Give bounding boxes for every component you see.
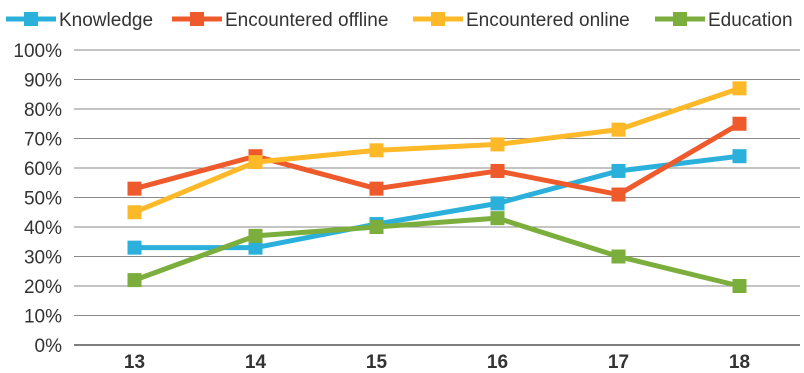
- y-tick-label: 100%: [13, 41, 62, 62]
- series-line-knowledge: [134, 153, 740, 251]
- data-point-education: [248, 228, 263, 243]
- data-point-encountered-offline: [127, 181, 142, 196]
- data-point-knowledge: [732, 149, 747, 164]
- legend-swatch-marker: [673, 12, 687, 26]
- y-tick-label: 10%: [24, 307, 62, 328]
- legend-item: Encountered offline: [172, 10, 388, 31]
- x-tick-label: 14: [245, 352, 267, 373]
- y-tick-label: 50%: [24, 189, 62, 210]
- data-point-encountered-online: [611, 122, 626, 137]
- series-lines: [133, 85, 741, 289]
- y-axis-ticks: 0% 10% 20% 30% 40% 50% 60% 70% 80% 90% 100%: [13, 41, 62, 357]
- data-point-education: [732, 279, 747, 293]
- legend-label: Encountered offline: [225, 10, 388, 31]
- data-point-education: [490, 211, 505, 226]
- legend-swatch-marker: [431, 12, 445, 26]
- x-tick-label: 15: [366, 352, 388, 373]
- data-point-encountered-offline: [369, 181, 384, 196]
- data-point-encountered-offline: [490, 163, 505, 178]
- data-point-encountered-online: [127, 205, 142, 220]
- series-line-education: [133, 215, 741, 289]
- data-point-encountered-online: [369, 143, 384, 158]
- legend-item: Encountered online: [413, 10, 630, 31]
- series-line-encountered-online: [133, 85, 741, 215]
- x-tick-label: 17: [608, 352, 629, 373]
- series-line-encountered-offline: [133, 121, 741, 198]
- legend-label: Encountered online: [466, 10, 630, 31]
- legend-item: Education: [655, 10, 793, 31]
- y-tick-label: 0%: [35, 336, 63, 357]
- x-tick-label: 16: [487, 352, 508, 373]
- y-tick-label: 90%: [24, 71, 62, 92]
- x-tick-label: 13: [124, 352, 145, 373]
- y-tick-label: 80%: [24, 100, 62, 121]
- data-point-knowledge: [248, 240, 263, 255]
- data-point-education: [127, 273, 142, 288]
- data-point-education: [611, 249, 626, 264]
- data-point-encountered-offline: [732, 116, 747, 131]
- data-point-knowledge: [611, 163, 626, 178]
- data-point-knowledge: [490, 196, 505, 211]
- legend-label: Knowledge: [59, 10, 153, 31]
- data-point-encountered-online: [490, 137, 505, 152]
- data-point-knowledge: [127, 240, 142, 255]
- x-tick-label: 18: [729, 352, 750, 373]
- legend-label: Education: [708, 10, 793, 31]
- y-tick-label: 40%: [24, 218, 62, 239]
- legend-item: Knowledge: [6, 10, 153, 31]
- data-point-education: [369, 220, 384, 234]
- chart-legend: Knowledge Encountered offline Encountered …: [6, 10, 793, 31]
- gridlines: [74, 49, 800, 346]
- y-tick-label: 20%: [24, 277, 62, 298]
- data-point-encountered-offline: [611, 187, 626, 202]
- data-point-encountered-online: [732, 81, 747, 96]
- y-tick-label: 70%: [24, 130, 62, 151]
- legend-swatch-marker: [190, 12, 204, 26]
- data-point-encountered-online: [248, 155, 263, 170]
- series-markers: [127, 81, 747, 293]
- y-tick-label: 60%: [24, 159, 62, 180]
- x-axis-ticks: 13 14 15 16 17 18: [124, 352, 750, 373]
- y-tick-label: 30%: [24, 248, 62, 269]
- legend-swatch-marker: [24, 12, 38, 26]
